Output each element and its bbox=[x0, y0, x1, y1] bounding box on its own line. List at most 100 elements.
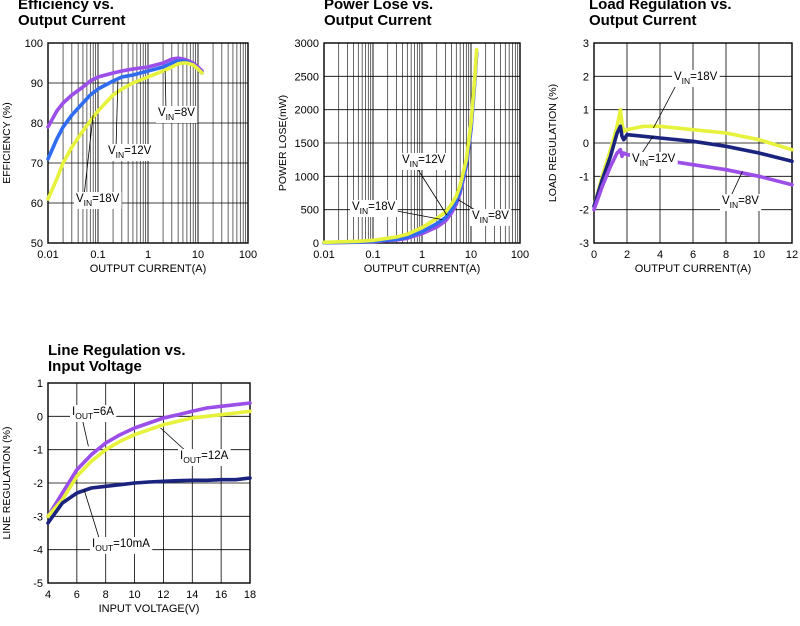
y-tick-label: 0 bbox=[313, 238, 319, 250]
x-tick-label: 10 bbox=[192, 249, 204, 261]
line-regulation-title-line-2: Input Voltage bbox=[48, 358, 142, 375]
power-loss-plot-frame bbox=[323, 42, 521, 244]
power-loss-title-line-2: Output Current bbox=[324, 12, 432, 29]
series-annotation-label: VIN=18V bbox=[352, 201, 396, 216]
annotation-background bbox=[74, 192, 122, 209]
x-tick-label: 10 bbox=[753, 249, 765, 261]
y-tick-label: 70 bbox=[31, 158, 43, 170]
efficiency-grid bbox=[47, 42, 248, 244]
x-tick-label: 0.01 bbox=[313, 249, 334, 261]
power-loss-series-1-line bbox=[322, 51, 479, 245]
series-annotation-label: VIN=12V bbox=[108, 145, 152, 160]
series-annotation-label: VIN=8V bbox=[722, 195, 759, 210]
annotation-background bbox=[178, 449, 231, 466]
x-tick-label: 6 bbox=[74, 589, 80, 601]
series-annotation-label: VIN=8V bbox=[472, 210, 509, 225]
annotation-background bbox=[156, 106, 198, 123]
efficiency-chart-title: Efficiency vs. Output Current bbox=[18, 0, 125, 29]
power-loss-series-2-line bbox=[322, 51, 479, 245]
y-tick-label: 80 bbox=[31, 118, 43, 130]
y-tick-label: 3000 bbox=[295, 38, 319, 50]
x-tick-label: 10 bbox=[128, 589, 140, 601]
annotation-background bbox=[350, 200, 398, 217]
line-regulation-chart-title: Line Regulation vs. Input Voltage bbox=[48, 343, 186, 375]
y-tick-label: 60 bbox=[31, 198, 43, 210]
load-regulation-y-axis-label: LOAD REGULATION (%) bbox=[547, 84, 559, 202]
annotation-background bbox=[672, 70, 720, 87]
series-annotation-label: VIN=12V bbox=[402, 154, 446, 169]
y-tick-label: 0 bbox=[37, 411, 43, 423]
y-tick-label: 1 bbox=[37, 378, 43, 390]
load-regulation-series-2-line bbox=[592, 124, 794, 209]
line-regulation-series-3-line bbox=[46, 476, 252, 525]
x-tick-label: 12 bbox=[786, 249, 798, 261]
load-regulation-series-1-line bbox=[592, 107, 794, 209]
annotation-background bbox=[470, 209, 512, 226]
power-loss-y-axis-label: POWER LOSE(mW) bbox=[277, 95, 289, 191]
efficiency-x-axis-label: OUTPUT CURRENT(A) bbox=[90, 263, 207, 275]
series-annotation-label: IOUT=12A bbox=[180, 450, 229, 465]
y-tick-label: 100 bbox=[25, 38, 43, 50]
load-regulation-title-line-2: Output Current bbox=[589, 12, 697, 29]
annotation-background bbox=[720, 194, 762, 211]
y-tick-label: 1000 bbox=[295, 171, 319, 183]
x-tick-label: 2 bbox=[624, 249, 630, 261]
annotation-leader-line bbox=[115, 80, 119, 149]
power-loss-chart: 0.01 0.1 1 10 100050010001500200025003000OUT… bbox=[277, 38, 529, 275]
efficiency-title-line-2: Output Current bbox=[18, 12, 126, 29]
y-tick-label: 2500 bbox=[295, 71, 319, 83]
load-regulation-title-line-1: Load Regulation vs. bbox=[589, 0, 732, 13]
x-tick-label: 16 bbox=[215, 589, 227, 601]
annotation-leader-line bbox=[729, 171, 743, 199]
series-annotation-label: VIN=18V bbox=[674, 71, 718, 86]
line-regulation-x-axis-label: INPUT VOLTAGE(V) bbox=[99, 603, 200, 615]
load-regulation-plot-frame bbox=[593, 42, 793, 244]
x-tick-label: 4 bbox=[45, 589, 51, 601]
power-loss-series-3-line bbox=[322, 47, 479, 245]
y-tick-label: -2 bbox=[33, 478, 43, 490]
power-loss-chart-title: Power Lose vs. Output Current bbox=[324, 0, 433, 29]
line-regulation-chart: 4 6 8 10 12 14 16 18 -5 -4 -3 -2 -1 0 1 INPUT VOLTAGE(V… bbox=[1, 378, 256, 615]
x-tick-label: 0 bbox=[591, 249, 597, 261]
line-regulation-plot-frame bbox=[47, 382, 251, 584]
annotation-leader-line bbox=[160, 427, 189, 454]
series-annotation-label: VIN=8V bbox=[158, 107, 195, 122]
x-tick-label: 14 bbox=[186, 589, 198, 601]
y-tick-label: 50 bbox=[31, 238, 43, 250]
annotation-leader-line bbox=[83, 114, 94, 197]
y-tick-label: -1 bbox=[579, 171, 589, 183]
efficiency-y-axis-label: EFFICIENCY (%) bbox=[1, 102, 13, 183]
x-tick-label: 8 bbox=[103, 589, 109, 601]
y-tick-label: -5 bbox=[33, 578, 43, 590]
line-regulation-series-1-line bbox=[46, 401, 252, 519]
power-loss-x-axis-label: OUTPUT CURRENT(A) bbox=[364, 263, 481, 275]
x-tick-label: 100 bbox=[511, 249, 529, 261]
efficiency-title-line-1: Efficiency vs. bbox=[18, 0, 114, 13]
series-annotation-label: VIN=18V bbox=[76, 193, 120, 208]
efficiency-plot-frame bbox=[47, 42, 249, 244]
y-tick-label: 1500 bbox=[295, 138, 319, 150]
power-loss-title-line-1: Power Lose vs. bbox=[324, 0, 434, 13]
annotation-leader-line bbox=[83, 489, 101, 542]
series-annotation-label: IOUT=10mA bbox=[92, 538, 150, 553]
x-tick-label: 1 bbox=[419, 249, 425, 261]
x-tick-label: 10 bbox=[465, 249, 477, 261]
x-tick-label: 8 bbox=[723, 249, 729, 261]
annotation-background bbox=[400, 153, 448, 170]
y-tick-label: 3 bbox=[583, 38, 589, 50]
y-tick-label: -3 bbox=[579, 238, 589, 250]
annotation-background bbox=[90, 537, 153, 554]
x-tick-label: 6 bbox=[690, 249, 696, 261]
y-tick-label: 0 bbox=[583, 138, 589, 150]
series-annotation-label: IOUT=6A bbox=[72, 406, 114, 421]
load-regulation-chart-title: Load Regulation vs. Output Current bbox=[589, 0, 732, 29]
annotation-leader-line bbox=[164, 70, 167, 111]
x-tick-label: 4 bbox=[657, 249, 663, 261]
efficiency-series-3-line bbox=[46, 61, 204, 201]
y-tick-label: -2 bbox=[579, 205, 589, 217]
line-regulation-series-2-line bbox=[46, 409, 252, 519]
efficiency-chart: 0.01 0.1 1 10 100 50 60 70 80 90 100 OUTPUT CURRENT… bbox=[1, 38, 257, 275]
load-regulation-x-axis-label: OUTPUT CURRENT(A) bbox=[635, 263, 752, 275]
y-tick-label: -1 bbox=[33, 445, 43, 457]
